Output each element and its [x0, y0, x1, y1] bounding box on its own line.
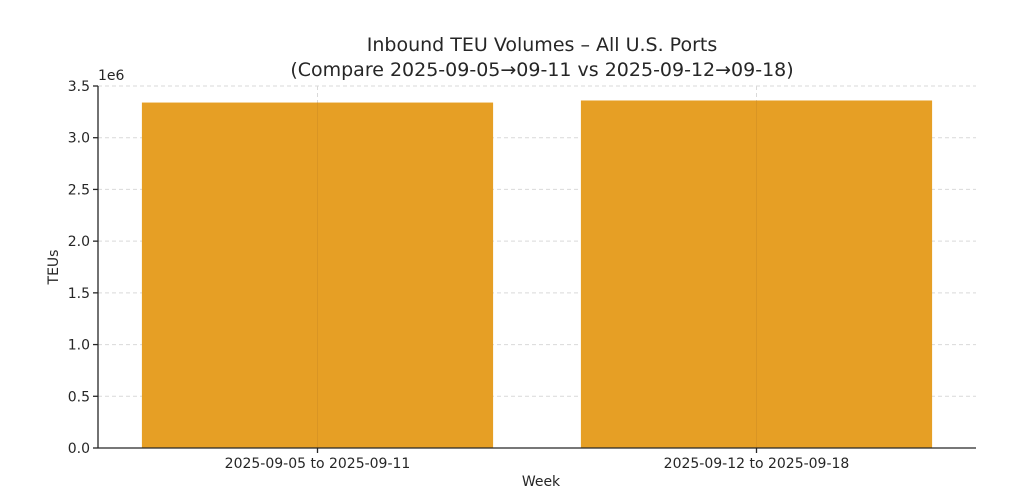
y-offset-label: 1e6 — [98, 68, 125, 84]
y-tick-label: 0.5 — [68, 389, 90, 405]
y-tick-label: 1.5 — [68, 286, 90, 302]
y-tick-label: 3.5 — [68, 79, 90, 95]
y-tick-label: 3.0 — [68, 131, 90, 147]
y-tick-label: 0.0 — [68, 441, 90, 457]
y-axis-label: TEUs — [46, 250, 62, 286]
x-axis-label: Week — [522, 474, 561, 490]
bars — [141, 100, 933, 448]
chart-title: Inbound TEU Volumes – All U.S. Ports — [367, 34, 717, 56]
y-tick-label: 1.0 — [68, 338, 90, 354]
y-tick-label: 2.5 — [68, 182, 90, 198]
x-tick-label: 2025-09-05 to 2025-09-11 — [225, 456, 411, 472]
x-ticks: 2025-09-05 to 2025-09-11 2025-09-12 to 20… — [225, 448, 850, 472]
y-ticks: 0.0 0.5 1.0 1.5 2.0 2.5 3.0 3.5 — [68, 79, 98, 457]
axes — [97, 86, 976, 449]
chart-subtitle: (Compare 2025-09-05→09-11 vs 2025-09-12→… — [290, 59, 793, 81]
y-tick-label: 2.0 — [68, 234, 90, 250]
x-tick-label: 2025-09-12 to 2025-09-18 — [664, 456, 850, 472]
